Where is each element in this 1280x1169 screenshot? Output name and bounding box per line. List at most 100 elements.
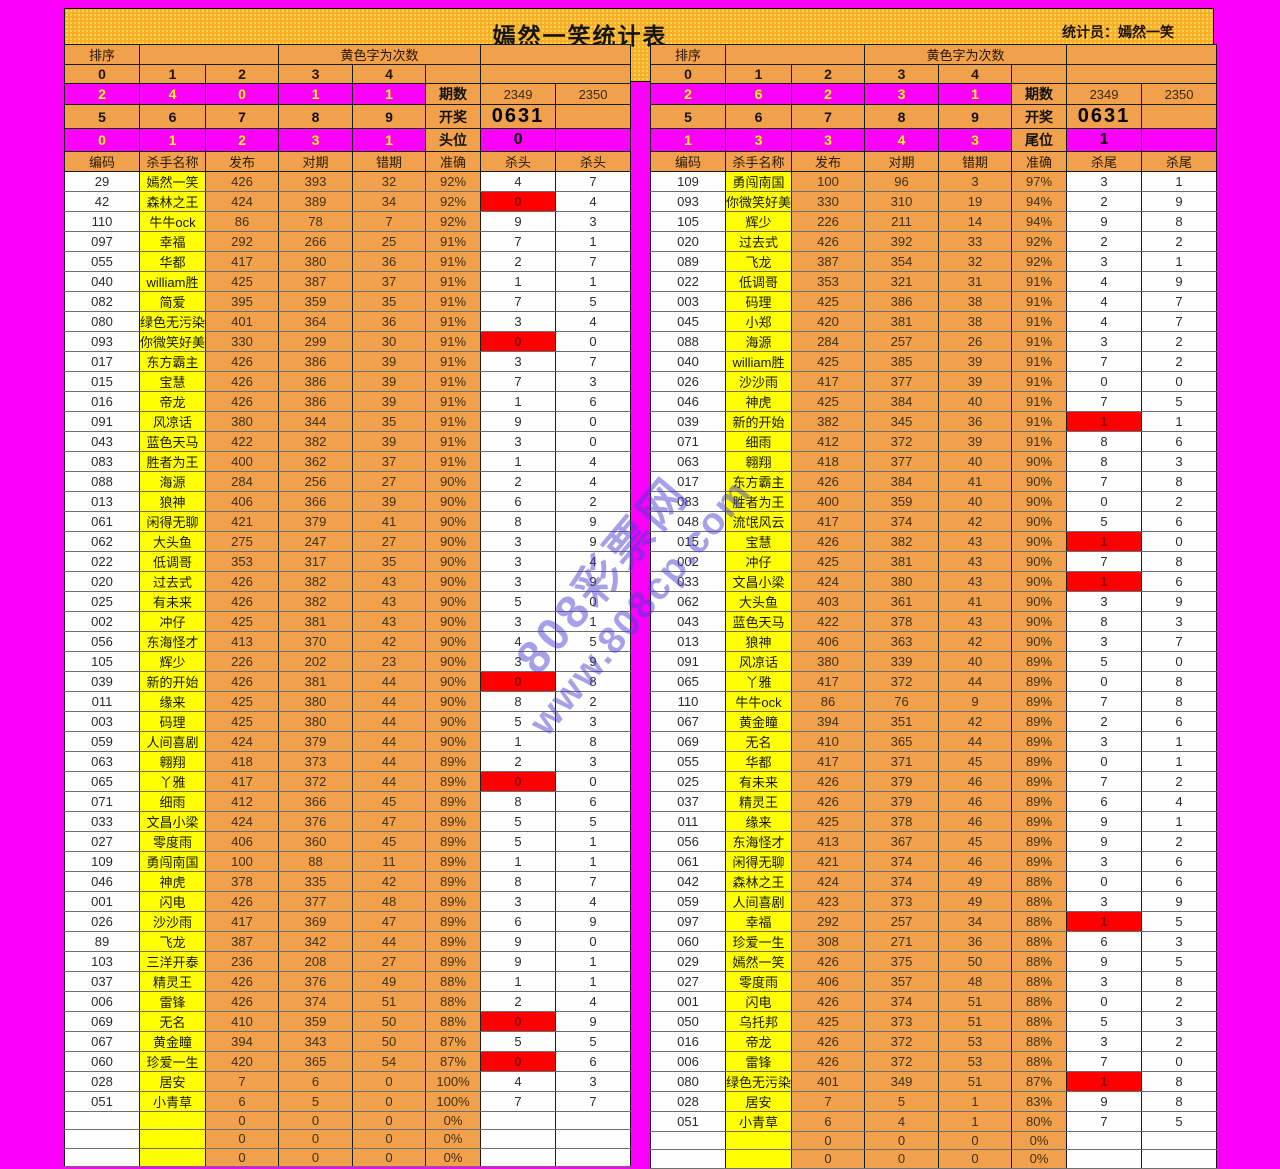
cell-missed: 14 (938, 211, 1012, 232)
cell-kill-1: 8 (480, 871, 557, 892)
cell-kill-2: 2 (1141, 771, 1218, 792)
cell-matched: 208 (278, 951, 353, 972)
cell-killer-name: 狼神 (139, 491, 206, 512)
table-row: 013 狼神 406 363 42 90% 3 7 (650, 631, 1218, 652)
cell-missed: 45 (352, 831, 426, 852)
cell-matched: 78 (278, 211, 353, 232)
cell-killer-name: 零度雨 (725, 971, 792, 992)
column-header: 准确 (424, 151, 482, 172)
cell-code (64, 1110, 140, 1131)
count-cell: 1 (278, 83, 353, 105)
cell-published: 425 (205, 691, 279, 712)
table-row: 088 海源 284 257 26 91% 3 2 (650, 331, 1218, 352)
table-row: 022 低调哥 353 317 35 90% 3 4 (64, 551, 632, 572)
cell-matched: 357 (864, 971, 939, 992)
count-cell: 3 (864, 83, 939, 105)
cell-kill-2: 5 (555, 291, 632, 312)
cell-kill-2: 8 (1141, 551, 1218, 572)
cell-missed: 43 (938, 531, 1012, 552)
cell-missed: 53 (938, 1031, 1012, 1052)
cell-kill-2: 7 (555, 351, 632, 372)
cell-published: 353 (205, 551, 279, 572)
cell-kill-1: 7 (1066, 391, 1143, 412)
cell-kill-2: 1 (555, 611, 632, 632)
cell-missed: 44 (352, 731, 426, 752)
table-row: 89 飞龙 387 342 44 89% 9 0 (64, 931, 632, 952)
cell-accuracy: 0% (1010, 1130, 1068, 1151)
cell-kill-1: 1 (480, 391, 557, 412)
cell-matched: 374 (864, 871, 939, 892)
cell-code: 097 (64, 231, 140, 252)
cell-code: 015 (64, 371, 140, 392)
cell-kill-2: 8 (1141, 671, 1218, 692)
cell-kill-1: 3 (1066, 171, 1143, 192)
cell-kill-1: 9 (1066, 811, 1143, 832)
cell-kill-1: 7 (1066, 551, 1143, 572)
cell-accuracy: 90% (1010, 491, 1068, 512)
cell-killer-name: 冲仔 (725, 551, 792, 572)
cell-accuracy: 88% (1010, 971, 1068, 992)
cell-kill-1: 0 (480, 1011, 557, 1032)
cell-kill-1 (480, 1147, 557, 1167)
cell-published: 6 (205, 1091, 279, 1112)
cell-kill-2: 5 (1141, 391, 1218, 412)
digit-cell: 8 (278, 104, 353, 129)
digit-cell: 2 (791, 64, 865, 84)
cell-kill-1: 3 (1066, 591, 1143, 612)
cell-code: 109 (64, 851, 140, 872)
cell-code (650, 1149, 726, 1169)
cell-missed: 51 (938, 991, 1012, 1012)
cell-published: 421 (791, 851, 865, 872)
cell-missed: 41 (938, 591, 1012, 612)
cell-killer-name: 有未来 (139, 591, 206, 612)
cell-kill-2: 2 (1141, 1031, 1218, 1052)
table-row: 0 0 0 0% (64, 1110, 632, 1131)
cell-killer-name: 珍爱一生 (139, 1051, 206, 1072)
cell-killer-name: 过去式 (139, 571, 206, 592)
cell-code: 046 (650, 391, 726, 412)
cell-missed: 40 (938, 451, 1012, 472)
cell-killer-name: 闪电 (725, 991, 792, 1012)
cell-code: 027 (650, 971, 726, 992)
cell-code: 045 (650, 311, 726, 332)
cell-matched: 374 (278, 991, 353, 1012)
cell-accuracy: 0% (1010, 1149, 1068, 1169)
cell-killer-name: 绿色无污染 (139, 311, 206, 332)
cell-published: 401 (205, 311, 279, 332)
cell-kill-2: 2 (1141, 491, 1218, 512)
cell-killer-name: 低调哥 (725, 271, 792, 292)
cell-kill-2: 3 (1141, 611, 1218, 632)
table-row: 056 东海怪才 413 367 45 89% 9 2 (650, 831, 1218, 852)
cell-kill-1: 7 (1066, 691, 1143, 712)
table-row: 001 闪电 426 377 48 89% 3 4 (64, 891, 632, 912)
cell-kill-2: 6 (1141, 851, 1218, 872)
table-row: 003 码理 425 386 38 91% 4 7 (650, 291, 1218, 312)
cell-published: 412 (791, 431, 865, 452)
digit-row-5-9: 5 6 7 8 9 开奖 0631 (64, 104, 632, 129)
count-cell: 3 (725, 128, 792, 152)
cell-killer-name: 雷锋 (725, 1051, 792, 1072)
cell-published: 86 (205, 211, 279, 232)
period-label: 期数 (1010, 83, 1068, 105)
cell-missed: 44 (352, 931, 426, 952)
cell-kill-1: 2 (1066, 191, 1143, 212)
count-cell: 3 (791, 128, 865, 152)
cell-killer-name: 飞龙 (725, 251, 792, 272)
cell-published: 423 (791, 891, 865, 912)
table-row: 055 华都 417 380 36 91% 2 7 (64, 251, 632, 272)
count-cell: 1 (938, 83, 1012, 105)
cell-killer-name: 新的开始 (139, 671, 206, 692)
cell-missed: 42 (352, 871, 426, 892)
cell-kill-1: 7 (480, 231, 557, 252)
cell-killer-name: 简爱 (139, 291, 206, 312)
cell-kill-2 (555, 1147, 632, 1167)
cell-published: 284 (791, 331, 865, 352)
cell-kill-2: 9 (555, 511, 632, 532)
cell-accuracy: 89% (424, 871, 482, 892)
cell-kill-1: 7 (480, 1091, 557, 1112)
cell-missed: 44 (352, 691, 426, 712)
table-row: 109 勇闯南国 100 88 11 89% 1 1 (64, 851, 632, 872)
cell-kill-2 (1141, 1149, 1218, 1169)
cell-published: 226 (791, 211, 865, 232)
cell-published: 425 (791, 811, 865, 832)
